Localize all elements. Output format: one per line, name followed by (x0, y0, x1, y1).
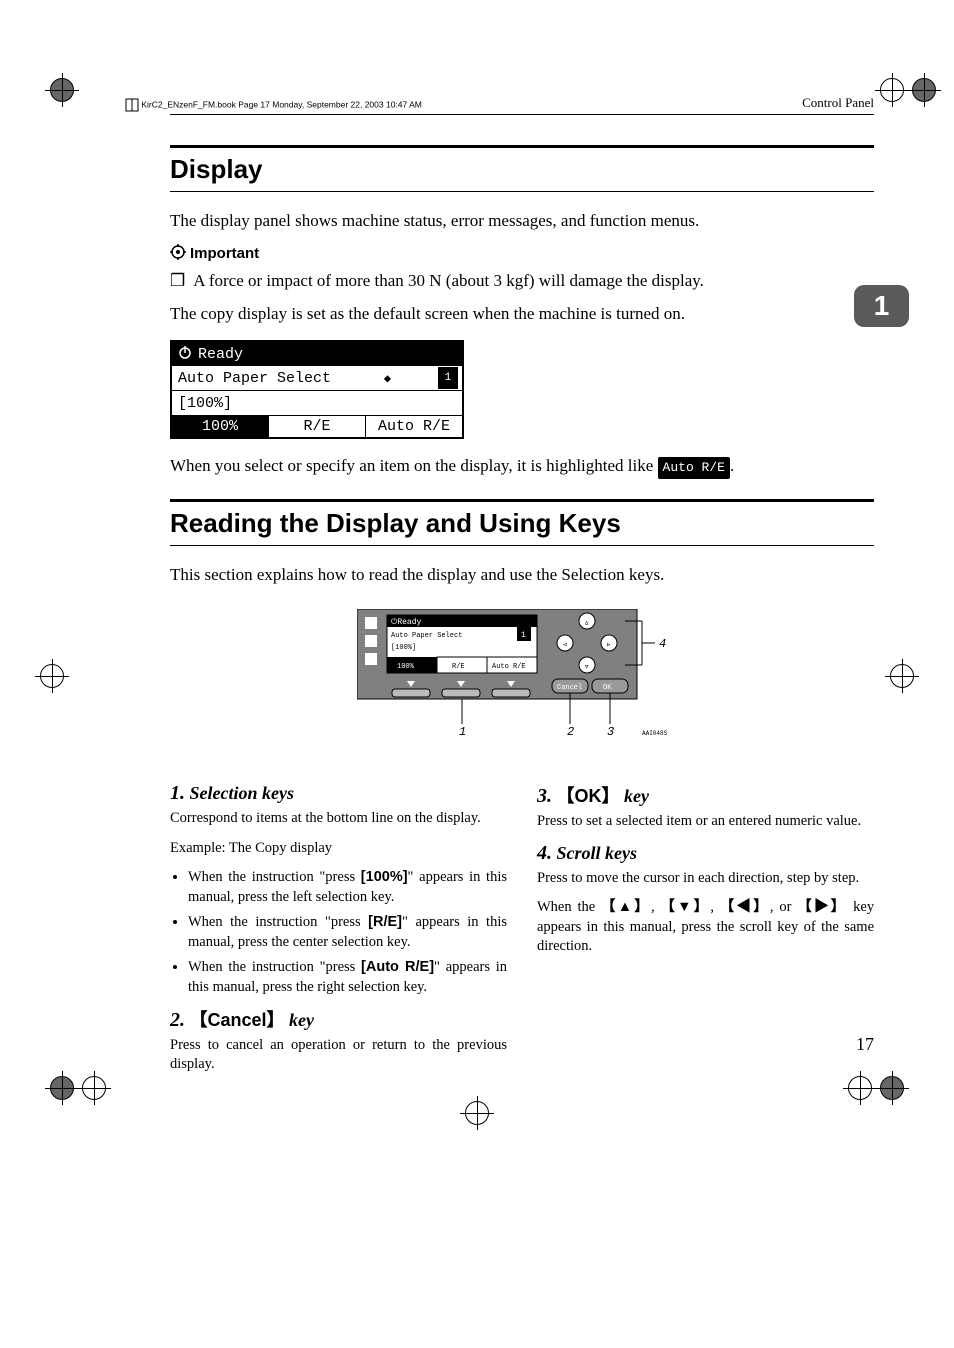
svg-text:Cancel: Cancel (557, 684, 582, 692)
default-screen-text: The copy display is set as the default s… (170, 301, 874, 327)
svg-text:[100%]: [100%] (391, 644, 416, 652)
svg-text:◃: ◃ (562, 640, 567, 650)
highlight-sentence: When you select or specify an item on th… (170, 453, 874, 479)
svg-text:1: 1 (459, 725, 466, 739)
item4-p1: Press to move the cursor in each directi… (537, 869, 874, 889)
display-intro: The display panel shows machine status, … (170, 208, 874, 234)
item1-p1: Correspond to items at the bottom line o… (170, 809, 507, 829)
svg-text:▿: ▿ (584, 662, 589, 672)
heading-display: Display (170, 145, 874, 192)
svg-text:OK: OK (603, 684, 612, 692)
page-number: 17 (856, 1034, 874, 1055)
lcd-btn-1: 100% (172, 416, 268, 437)
gear-icon (170, 244, 186, 265)
paper-icon: 1 (438, 367, 458, 389)
lcd-line3: [100%] (172, 395, 238, 412)
svg-text:▹: ▹ (606, 640, 611, 650)
panel-diagram: ⏻Ready Auto Paper Select 1 [100%] 100% R… (170, 609, 874, 744)
chapter-tab: 1 (854, 285, 909, 327)
item4-p2: When the 【▲】, 【▼】, 【◀】, or 【▶】 key appea… (537, 898, 874, 957)
item3-p: Press to set a selected item or an enter… (537, 812, 874, 832)
item1-b3: When the instruction "press [Auto R/E]" … (188, 958, 507, 997)
lcd-ready: Ready (198, 346, 243, 363)
svg-text:2: 2 (567, 725, 574, 739)
important-label: Important (190, 245, 259, 262)
right-column: 3. 【OK】 key Press to set a selected item… (537, 774, 874, 1085)
lcd-btn-2: R/E (268, 416, 366, 437)
item2-head: 2. 【Cancel】 key (170, 1006, 507, 1032)
item1-p2: Example: The Copy display (170, 839, 507, 859)
svg-text:Auto R/E: Auto R/E (492, 663, 526, 671)
diagram-code: AAI048S (642, 730, 668, 737)
svg-text:▵: ▵ (584, 618, 589, 628)
item1-b2: When the instruction "press [R/E]" appea… (188, 913, 507, 952)
arrows-icon: ◆ (384, 371, 391, 386)
svg-text:R/E: R/E (452, 663, 465, 671)
lcd-btn-3: Auto R/E (366, 416, 462, 437)
highlight-chip: Auto R/E (658, 457, 730, 479)
important-item: A force or impact of more than 30 N (abo… (170, 271, 874, 291)
item3-head: 3. 【OK】 key (537, 782, 874, 808)
running-header: Control Panel (170, 95, 874, 115)
svg-text:Auto Paper Select: Auto Paper Select (391, 632, 462, 640)
svg-text:3: 3 (607, 725, 614, 739)
reading-intro: This section explains how to read the di… (170, 562, 874, 588)
item2-p: Press to cancel an operation or return t… (170, 1036, 507, 1075)
power-icon (172, 345, 198, 364)
heading-reading: Reading the Display and Using Keys (170, 499, 874, 546)
important-block: Important (170, 244, 874, 265)
svg-text:1: 1 (521, 631, 526, 640)
svg-text:100%: 100% (397, 663, 415, 671)
svg-text:⏻Ready: ⏻Ready (391, 617, 422, 627)
lcd-mock: Ready Auto Paper Select ◆ 1 [100%] 100% … (170, 340, 464, 439)
item4-head: 4. Scroll keys (537, 842, 874, 865)
item1-head: 1. Selection keys (170, 782, 507, 805)
left-column: 1. Selection keys Correspond to items at… (170, 774, 507, 1085)
svg-text:4: 4 (659, 637, 666, 651)
item1-b1: When the instruction "press [100%]" appe… (188, 868, 507, 907)
lcd-line2: Auto Paper Select (172, 370, 337, 387)
